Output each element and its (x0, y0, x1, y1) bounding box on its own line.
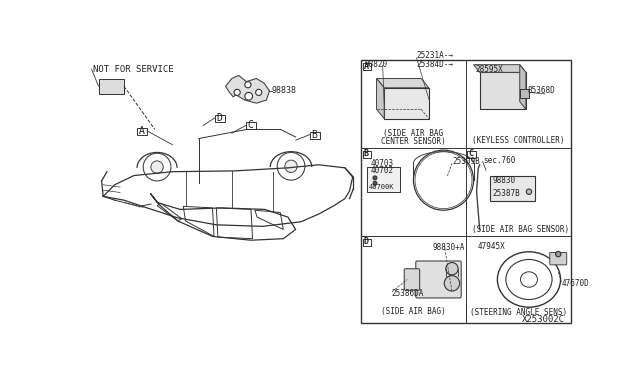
Text: sec.760: sec.760 (483, 155, 515, 165)
Text: 40702: 40702 (371, 166, 394, 176)
Text: (SIDE AIR BAG SENSOR): (SIDE AIR BAG SENSOR) (472, 225, 569, 234)
Text: 25386DA: 25386DA (392, 289, 424, 298)
Circle shape (285, 160, 297, 173)
Text: D: D (364, 237, 369, 246)
Text: 25231A-→: 25231A-→ (417, 51, 454, 60)
Text: 47670D: 47670D (561, 279, 589, 288)
Circle shape (444, 276, 460, 291)
Circle shape (245, 81, 251, 88)
Polygon shape (520, 65, 526, 109)
FancyBboxPatch shape (416, 261, 461, 298)
Bar (215, 115, 225, 122)
Circle shape (446, 263, 458, 275)
Bar (99, 78, 124, 94)
Bar (480, 73, 526, 109)
Bar (467, 151, 476, 158)
FancyBboxPatch shape (404, 269, 420, 290)
Text: 47945X: 47945X (477, 242, 505, 251)
Bar (363, 63, 371, 70)
Circle shape (373, 181, 377, 185)
Text: 25387B: 25387B (493, 189, 520, 198)
Bar (137, 128, 147, 135)
Polygon shape (376, 78, 384, 119)
Text: NOT FOR SERVICE: NOT FOR SERVICE (93, 65, 174, 74)
Bar (361, 60, 570, 323)
Circle shape (234, 89, 240, 96)
Text: 98838: 98838 (272, 86, 297, 95)
Bar (367, 167, 399, 192)
Text: 98830+A: 98830+A (433, 243, 465, 253)
Circle shape (526, 189, 532, 195)
Text: (SIDE AIR BAG): (SIDE AIR BAG) (381, 307, 446, 315)
Bar (384, 88, 429, 119)
Circle shape (373, 176, 377, 180)
FancyBboxPatch shape (550, 253, 566, 265)
Text: (STEERING ANGLE SENS): (STEERING ANGLE SENS) (470, 308, 567, 317)
Text: D: D (216, 113, 222, 123)
Polygon shape (225, 76, 269, 103)
Text: 40700K: 40700K (369, 184, 394, 190)
Bar (246, 122, 255, 129)
Text: 25384D-→: 25384D-→ (417, 60, 454, 69)
Text: B: B (364, 150, 369, 158)
Text: 28595X: 28595X (475, 65, 503, 74)
Bar (310, 132, 319, 139)
Circle shape (255, 89, 262, 96)
Text: A: A (139, 126, 145, 136)
Text: 85368D: 85368D (527, 86, 555, 94)
Text: A: A (364, 62, 369, 71)
Text: 25309B: 25309B (452, 157, 480, 166)
Text: B: B (311, 130, 317, 140)
Text: X253002C: X253002C (522, 315, 565, 324)
Text: (SIDE AIR BAG: (SIDE AIR BAG (383, 129, 444, 138)
Text: (KEYLESS CONTROLLER): (KEYLESS CONTROLLER) (472, 136, 564, 145)
Circle shape (245, 92, 253, 100)
Bar (363, 239, 371, 246)
Text: C: C (247, 121, 253, 131)
Text: 98830: 98830 (493, 176, 516, 185)
Polygon shape (474, 65, 526, 73)
Circle shape (151, 161, 163, 173)
Text: 40703: 40703 (371, 159, 394, 168)
Bar (490, 176, 535, 201)
Text: CENTER SENSOR): CENTER SENSOR) (381, 137, 446, 146)
Text: C: C (468, 150, 473, 158)
Text: 98820: 98820 (365, 60, 388, 69)
Polygon shape (376, 78, 429, 88)
Bar (520, 89, 529, 98)
Circle shape (556, 251, 561, 257)
Bar (363, 151, 371, 158)
